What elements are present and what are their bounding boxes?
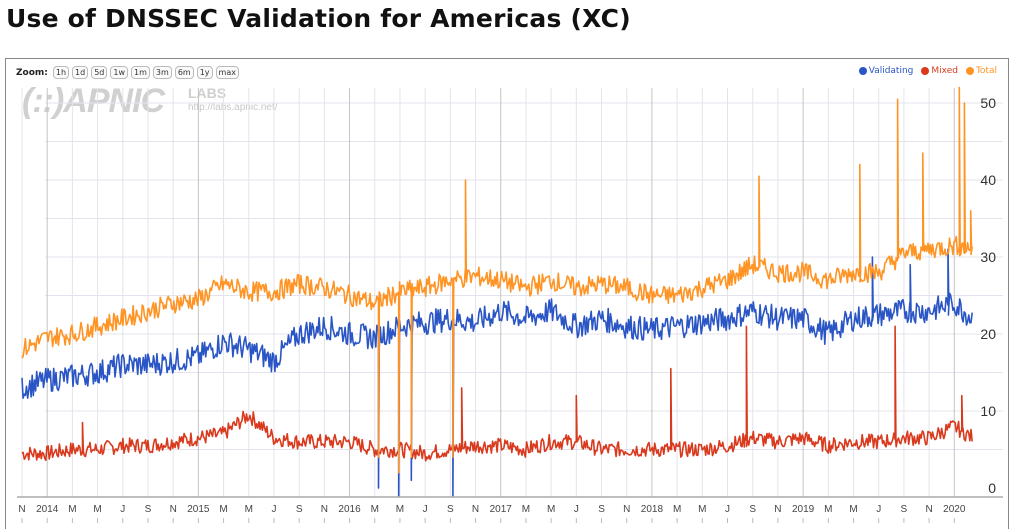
total-dot-icon [965,67,974,75]
zoom-button-1w[interactable]: 1w [110,66,129,79]
series-line-mixed [21,325,973,462]
x-tick-label: S [901,504,908,515]
zoom-button-1d[interactable]: 1d [72,66,89,79]
x-tick-label: M [219,504,227,515]
x-tick-label: M [93,504,101,515]
x-tick-label: J [876,504,881,515]
apnic-labs-watermark: (::)APNIC LABS http://labs.apnic.net/ [22,82,278,121]
x-tick-label: J [725,504,730,515]
x-tick-label: N [623,504,630,515]
legend-label-mixed: Mixed [931,66,958,76]
x-tick-label: N [472,504,479,515]
zoom-label: Zoom: [16,67,48,78]
x-tick-label: M [547,504,555,515]
x-tick-label: J [120,504,125,515]
legend-item-validating[interactable]: Validating [858,66,914,76]
x-tick-label: J [271,504,276,515]
apnic-logo: (::)APNIC [22,82,165,120]
y-tick-label: 40 [980,172,996,188]
y-tick-label: 30 [980,249,996,265]
legend-item-mixed[interactable]: Mixed [921,66,958,76]
x-tick-label: M [371,504,379,515]
x-tick-label: M [673,504,681,515]
x-tick-label: M [68,504,76,515]
x-tick-label: J [423,504,428,515]
mixed-dot-icon [921,67,930,75]
x-tick-label: N [321,504,328,515]
x-tick-label: M [522,504,530,515]
zoom-button-6m[interactable]: 6m [174,66,194,79]
chart-frame [5,58,1009,529]
x-tick-label: S [296,504,303,515]
zoom-button-1h[interactable]: 1h [52,66,70,79]
x-tick-label: 2015 [187,504,210,515]
watermark-url: http://labs.apnic.net/ [188,102,278,113]
x-tick-label: N [170,504,177,515]
legend-item-total[interactable]: Total [965,66,997,76]
y-tick-label: 20 [980,326,996,342]
x-tick-label: M [824,504,832,515]
page-title: Use of DNSSEC Validation for Americas (X… [6,4,631,33]
series-layer [21,86,973,497]
validating-dot-icon [858,67,867,75]
x-tick-label: M [698,504,706,515]
x-tick-label: S [447,504,454,515]
zoom-button-5d[interactable]: 5d [91,66,108,79]
labs-label: LABS [188,85,227,101]
x-tick-label: M [849,504,857,515]
zoom-button-3m[interactable]: 3m [152,66,172,79]
x-tick-label: N [18,504,25,515]
x-tick-label: 2016 [338,504,361,515]
x-tick-label: 2019 [792,504,815,515]
zoom-button-1m[interactable]: 1m [131,66,150,79]
legend-label-total: Total [975,66,997,76]
grid-lines [21,88,1003,497]
axis-layer: N 2014 M M J S N 2015 M M J S N 2016 M M J S N 2017 M M J S N 201… [17,95,1003,523]
zoom-button-1y[interactable]: 1y [196,66,213,79]
x-tick-label: N [925,504,932,515]
y-tick-label: 10 [980,403,996,419]
x-tick-label: J [574,504,579,515]
x-tick-label: 2014 [36,504,59,515]
zoom-button-max[interactable]: max [215,66,239,79]
x-tick-label: 2018 [641,504,664,515]
x-tick-label: S [598,504,605,515]
x-tick-label: 2020 [943,504,966,515]
zoom-toolbar: Zoom: 1h 1d 5d 1w 1m 3m 6m 1y max [16,66,239,79]
series-line-total [21,86,973,474]
y-tick-label: 0 [988,480,996,496]
x-tick-label: M [245,504,253,515]
series-line-validating [21,248,973,497]
x-tick-label: 2017 [490,504,513,515]
x-tick-label: N [774,504,781,515]
y-tick-label: 50 [980,95,996,111]
x-tick-label: S [145,504,152,515]
chart-legend: Validating Mixed Total [858,66,997,76]
x-tick-label: S [749,504,756,515]
x-tick-label: M [396,504,404,515]
legend-label-validating: Validating [868,66,914,76]
